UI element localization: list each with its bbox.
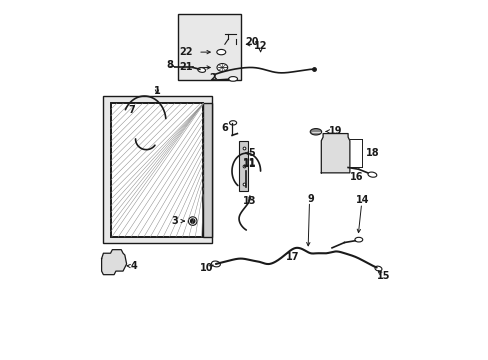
- Bar: [110, 103, 203, 237]
- Text: 16: 16: [349, 172, 363, 182]
- Text: 4: 4: [130, 261, 137, 271]
- Text: 21: 21: [179, 63, 192, 72]
- Bar: [203, 103, 212, 237]
- Text: 8: 8: [166, 60, 173, 70]
- Text: 2: 2: [208, 73, 215, 83]
- Text: 17: 17: [285, 252, 299, 262]
- Text: 11: 11: [243, 159, 256, 169]
- Text: 11: 11: [243, 158, 256, 168]
- Text: 22: 22: [179, 47, 192, 57]
- Text: 18: 18: [366, 148, 379, 158]
- Text: 7: 7: [128, 105, 135, 115]
- Text: 6: 6: [221, 123, 228, 133]
- Polygon shape: [321, 134, 349, 173]
- Ellipse shape: [309, 129, 321, 135]
- Text: 9: 9: [306, 194, 313, 203]
- Ellipse shape: [228, 77, 237, 81]
- Text: 20: 20: [244, 37, 258, 48]
- Polygon shape: [102, 249, 126, 275]
- Bar: [178, 14, 241, 80]
- Text: 10: 10: [200, 262, 213, 273]
- Circle shape: [190, 219, 194, 223]
- Text: 14: 14: [355, 195, 368, 204]
- Bar: [110, 103, 203, 237]
- Ellipse shape: [367, 172, 376, 177]
- Ellipse shape: [354, 237, 362, 242]
- Ellipse shape: [217, 64, 227, 71]
- Bar: [239, 141, 247, 191]
- Bar: [103, 96, 212, 243]
- Text: 15: 15: [376, 271, 390, 282]
- Text: 5: 5: [248, 148, 255, 158]
- Ellipse shape: [216, 49, 225, 55]
- Text: 3: 3: [171, 216, 178, 226]
- Ellipse shape: [211, 261, 220, 267]
- Text: 19: 19: [328, 126, 342, 136]
- Text: 1: 1: [153, 86, 160, 96]
- Text: 13: 13: [243, 197, 256, 206]
- Ellipse shape: [374, 266, 381, 271]
- Text: 12: 12: [253, 41, 267, 51]
- Ellipse shape: [197, 68, 205, 72]
- Ellipse shape: [229, 121, 236, 125]
